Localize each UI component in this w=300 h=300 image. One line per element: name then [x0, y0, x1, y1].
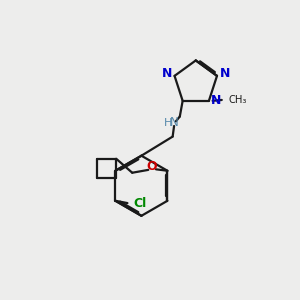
Text: N: N: [162, 67, 172, 80]
Text: O: O: [146, 160, 157, 173]
Text: N: N: [220, 67, 230, 80]
Text: N: N: [170, 116, 178, 129]
Text: N: N: [211, 94, 221, 107]
Text: CH₃: CH₃: [228, 95, 247, 105]
Text: Cl: Cl: [133, 197, 146, 210]
Text: H: H: [164, 118, 172, 128]
